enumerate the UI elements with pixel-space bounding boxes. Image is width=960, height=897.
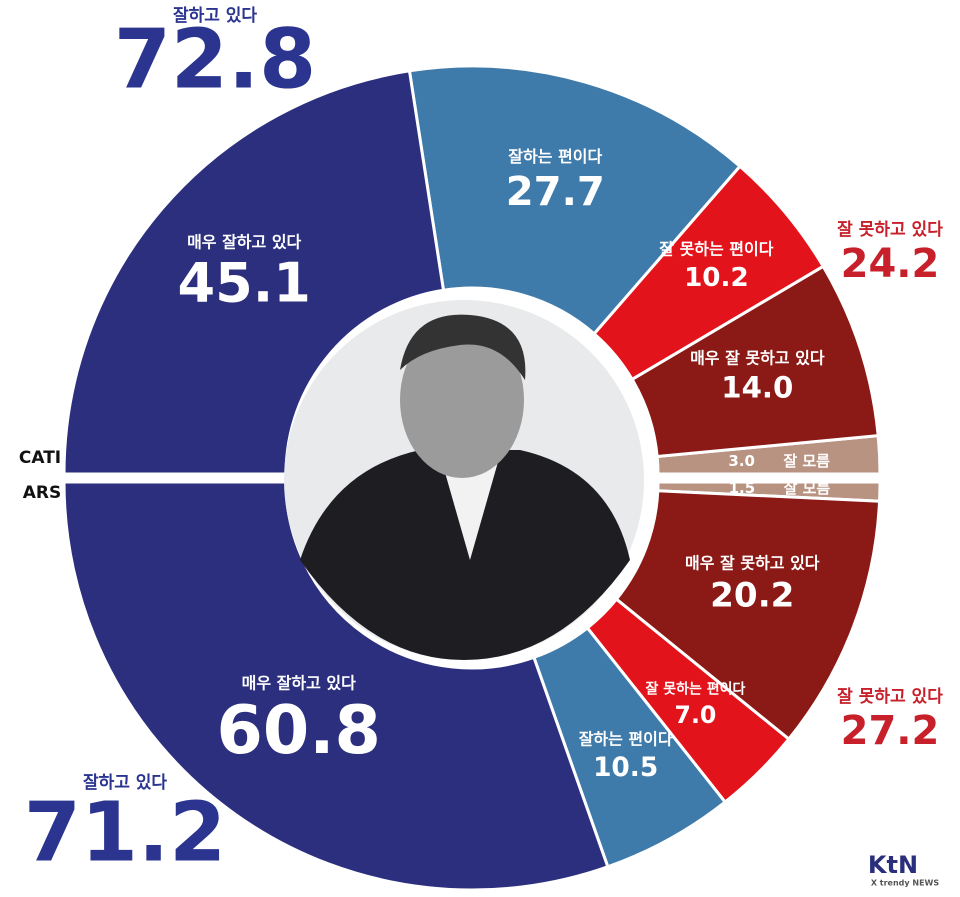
summary-label: 잘 못하고 있다 (837, 219, 943, 240)
segment-label: 매우 잘하고 있다 (187, 233, 301, 252)
donut-segment (585, 597, 791, 805)
segment-label: 잘 모름 (783, 452, 830, 470)
segment-label: 잘 모름 (784, 479, 831, 497)
donut-segment (62, 69, 446, 476)
photo (284, 300, 644, 660)
value-label: 27.7 (506, 169, 605, 215)
segment-label: 잘하는 편이다 (579, 729, 673, 748)
summary-label: 잘하고 있다 (173, 5, 257, 26)
donut-segment (531, 625, 728, 869)
value-label: 7.0 (675, 701, 717, 729)
value-label: 60.8 (217, 691, 381, 769)
donut-segment (592, 164, 826, 382)
value-label: 45.1 (177, 251, 310, 314)
summary-value: 72.8 (114, 12, 316, 107)
segment-label: 잘 못하는 편이다 (645, 680, 745, 697)
value-label: 1.5 (729, 479, 756, 497)
value-label: 10.2 (684, 263, 749, 293)
half-label: ARS (23, 483, 62, 503)
summary-value: 71.2 (24, 785, 226, 880)
value-label: 10.5 (593, 752, 658, 783)
segment-label: 매우 잘 못하고 있다 (690, 349, 825, 368)
summary-value: 24.2 (841, 241, 940, 287)
segment-label: 잘하는 편이다 (508, 147, 602, 166)
summary-label: 잘하고 있다 (83, 772, 167, 793)
segment-label: 매우 잘 못하고 있다 (685, 554, 820, 573)
donut-segment (62, 480, 610, 892)
donut-segment (614, 489, 882, 742)
logo: KtN (868, 851, 918, 879)
segment-label: 잘 못하는 편이다 (659, 240, 773, 259)
summary-value: 27.2 (841, 708, 940, 754)
value-label: 20.2 (710, 575, 794, 615)
donut-segment (630, 264, 880, 459)
half-label: CATI (19, 448, 61, 468)
segment-label: 매우 잘하고 있다 (242, 674, 356, 693)
donut-segment (407, 64, 743, 336)
summary-label: 잘 못하고 있다 (837, 686, 943, 707)
logo-subtitle: X trendy NEWS (871, 879, 940, 888)
value-label: 3.0 (728, 452, 755, 470)
value-label: 14.0 (721, 370, 793, 404)
